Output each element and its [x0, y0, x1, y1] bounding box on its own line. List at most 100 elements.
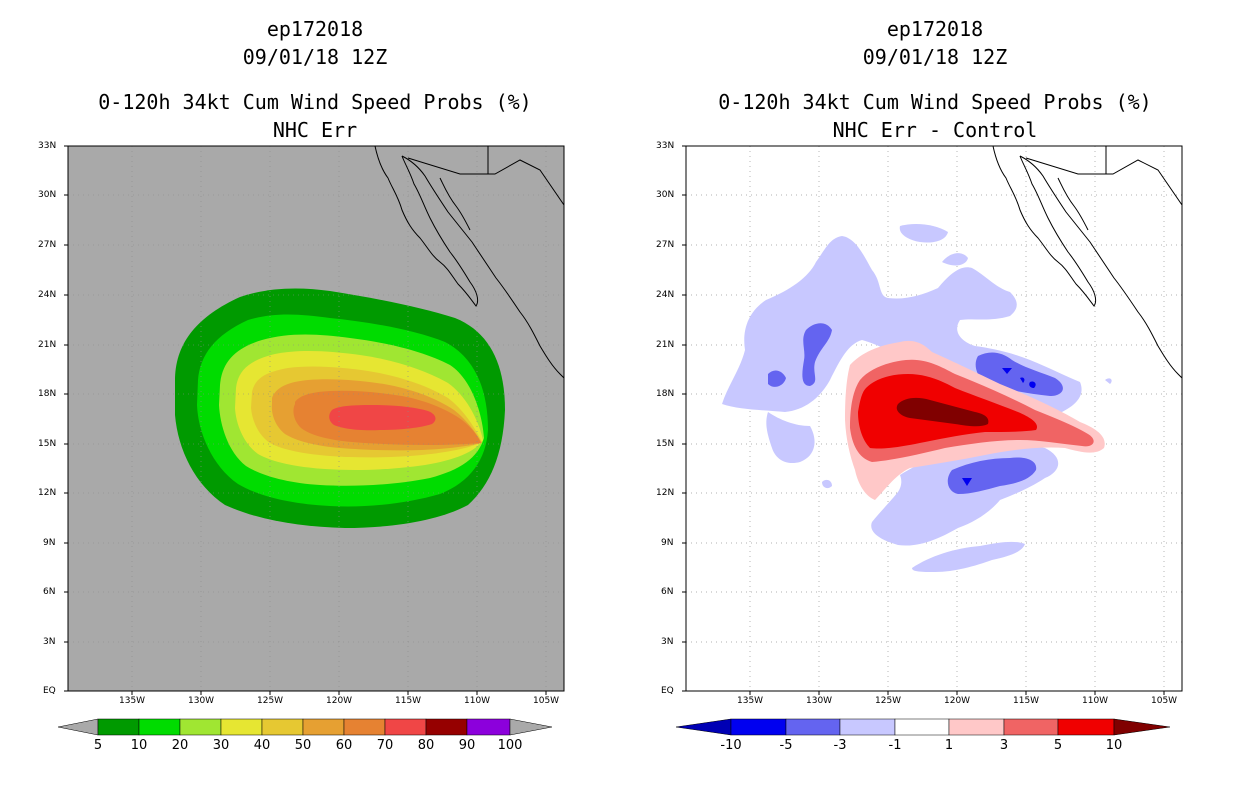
left-lat-label: 33N [38, 141, 57, 151]
right-lat-label: 12N [656, 488, 675, 498]
right-colorbar-label: 3 [999, 738, 1009, 753]
right-colorbar-box [730, 718, 787, 736]
left-colorbar-box [220, 718, 263, 736]
left-lat-label: 30N [38, 190, 57, 200]
right-lon-label: 105W [1151, 696, 1178, 706]
left-colorbar-box [261, 718, 304, 736]
left-colorbar-box [425, 718, 468, 736]
left-lat-label: 12N [38, 488, 57, 498]
left-title-date: 09/01/18 12Z [242, 45, 388, 69]
left-colorbar-over [509, 718, 553, 736]
right-lon-label: 135W [737, 696, 764, 706]
right-lat-label: 15N [656, 439, 675, 449]
right-colorbar-label: -1 [888, 738, 902, 753]
axis-ticks [64, 145, 1165, 695]
right-gridlines [686, 146, 1182, 691]
left-title-product: 0-120h 34kt Cum Wind Speed Probs (%) [98, 90, 532, 114]
left-colorbar-label: 70 [376, 738, 394, 753]
right-colorbar-box [839, 718, 896, 736]
right-lat-label: EQ [661, 686, 674, 696]
left-colorbar-label: 30 [212, 738, 230, 753]
left-colorbar-box [179, 718, 222, 736]
diff-neg5-specks [962, 368, 1036, 486]
right-colorbar-label: -5 [779, 738, 793, 753]
left-colorbar-label: 100 [497, 738, 523, 753]
left-colorbar-label: 20 [171, 738, 189, 753]
left-lon-label: 115W [395, 696, 422, 706]
left-colorbar-label: 80 [417, 738, 435, 753]
left-colorbar-label: 60 [335, 738, 353, 753]
left-lon-label: 105W [533, 696, 560, 706]
left-colorbar-box [302, 718, 345, 736]
right-colorbar-box [1057, 718, 1115, 736]
right-lat-label: 18N [656, 389, 675, 399]
right-colorbar-label: -10 [720, 738, 742, 753]
right-lat-label: 9N [661, 538, 674, 548]
right-colorbar-label: -3 [833, 738, 847, 753]
right-lat-label: 21N [656, 340, 675, 350]
left-map-frame [67, 145, 565, 692]
left-lat-label: 27N [38, 240, 57, 250]
right-lat-label: 33N [656, 141, 675, 151]
right-title-storm: ep172018 [886, 17, 984, 41]
left-coastline [374, 146, 564, 379]
left-lat-label: 3N [43, 637, 56, 647]
left-colorbar-label: 40 [253, 738, 271, 753]
right-lon-label: 130W [806, 696, 833, 706]
right-colorbar-label: 1 [944, 738, 954, 753]
left-lat-label: 9N [43, 538, 56, 548]
left-colorbar-label: 50 [294, 738, 312, 753]
right-colorbar-label: 5 [1053, 738, 1063, 753]
diff-pos10-region [896, 397, 989, 427]
right-lat-label: 3N [661, 637, 674, 647]
right-colorbar-box [948, 718, 1005, 736]
left-lat-label: 6N [43, 587, 56, 597]
left-lat-label: 24N [38, 290, 57, 300]
right-colorbar-under [675, 718, 732, 736]
left-colorbar-box [138, 718, 181, 736]
left-lon-label: 125W [257, 696, 284, 706]
left-lon-label: 120W [326, 696, 353, 706]
left-colorbar-box [466, 718, 511, 736]
right-lat-label: 30N [656, 190, 675, 200]
left-lon-label: 135W [119, 696, 146, 706]
right-title-date: 09/01/18 12Z [862, 45, 1008, 69]
left-title-subtitle: NHC Err [272, 118, 358, 142]
right-lon-label: 110W [1082, 696, 1109, 706]
prob-70-contour [329, 405, 436, 431]
left-lat-label: 21N [38, 340, 57, 350]
left-colorbar-box [343, 718, 386, 736]
left-gridlines [68, 146, 564, 691]
right-colorbar-box [785, 718, 841, 736]
left-colorbar-under [57, 718, 99, 736]
right-map-panel [685, 145, 1183, 692]
right-lon-label: 115W [1013, 696, 1040, 706]
left-title-storm: ep172018 [266, 17, 364, 41]
right-lat-label: 6N [661, 587, 674, 597]
right-colorbar-box [894, 718, 950, 736]
right-lon-label: 125W [875, 696, 902, 706]
right-title-subtitle: NHC Err - Control [832, 118, 1038, 142]
left-colorbar-label: 10 [130, 738, 148, 753]
left-lon-label: 130W [188, 696, 215, 706]
left-map-panel [67, 145, 565, 692]
right-coastline [992, 146, 1182, 379]
right-colorbar-over [1113, 718, 1171, 736]
right-title-product: 0-120h 34kt Cum Wind Speed Probs (%) [718, 90, 1152, 114]
left-colorbar-box [97, 718, 140, 736]
right-lat-label: 27N [656, 240, 675, 250]
right-colorbar-label: 10 [1105, 738, 1123, 753]
left-colorbar-box [384, 718, 427, 736]
right-map-frame [685, 145, 1183, 692]
right-colorbar [675, 718, 1171, 736]
left-lat-label: EQ [43, 686, 56, 696]
right-lon-label: 120W [944, 696, 971, 706]
left-lon-label: 110W [464, 696, 491, 706]
left-colorbar-label: 5 [93, 738, 103, 753]
right-lat-label: 24N [656, 290, 675, 300]
left-lat-label: 18N [38, 389, 57, 399]
left-lat-label: 15N [38, 439, 57, 449]
left-colorbar-label: 90 [458, 738, 476, 753]
left-colorbar [57, 718, 553, 736]
